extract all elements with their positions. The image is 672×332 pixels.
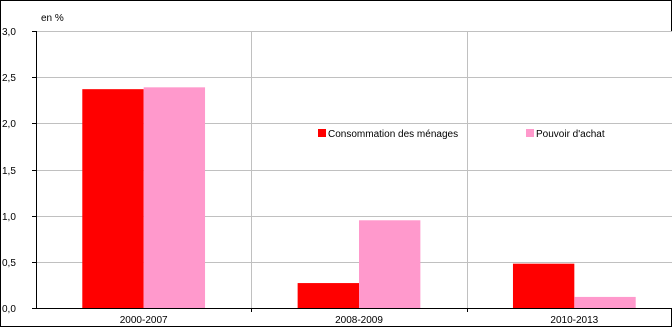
x-tick-label: 2010-2013 (550, 315, 598, 326)
y-tick-label: 3,0 (2, 27, 16, 38)
y-tick-label: 0,5 (2, 258, 16, 269)
legend-label: Pouvoir d'achat (536, 129, 605, 140)
legend-label: Consommation des ménages (328, 129, 458, 140)
unit-label: en % (41, 13, 64, 24)
bars (82, 87, 636, 308)
y-tick-label: 0,0 (2, 304, 16, 315)
legend: Consommation des ménages Pouvoir d'achat (318, 129, 605, 140)
y-tick-label: 1,5 (2, 166, 16, 177)
x-tick-label: 2008-2009 (335, 315, 383, 326)
legend-swatch (526, 129, 534, 137)
bar (82, 89, 144, 308)
bar (143, 87, 206, 308)
x-tick-label: 2000-2007 (120, 315, 168, 326)
bar (574, 296, 636, 308)
legend-swatch (318, 129, 326, 137)
bar (297, 283, 359, 308)
axes: 0,0 0,5 1,0 1,5 2,0 2,5 3,0 2000-2007 2008-2009 2… (2, 27, 672, 326)
bar (359, 220, 421, 308)
y-tick-label: 2,5 (2, 73, 16, 84)
bar (512, 263, 575, 308)
y-tick-label: 1,0 (2, 212, 16, 223)
y-tick-label: 2,0 (2, 119, 16, 130)
